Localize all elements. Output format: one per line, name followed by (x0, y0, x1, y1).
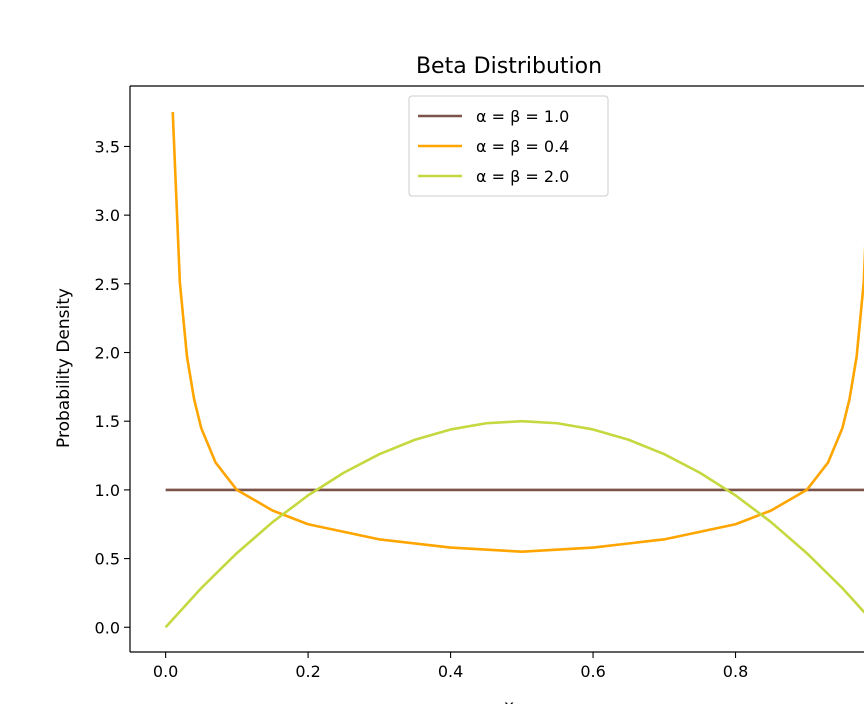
x-tick-label: 0.8 (723, 662, 748, 681)
chart-title: Beta Distribution (416, 54, 602, 79)
legend-label-1: α = β = 1.0 (476, 107, 569, 126)
y-axis-label: Probability Density (54, 288, 74, 448)
y-tick-label: 0.0 (95, 618, 120, 637)
series-line-3 (164, 419, 864, 629)
legend: α = β = 1.0 α = β = 0.4 α = β = 2.0 (408, 95, 609, 197)
y-tick-label: 1.5 (95, 412, 120, 431)
legend-label-3: α = β = 2.0 (476, 167, 569, 186)
y-tick-label: 3.0 (95, 206, 120, 225)
y-tick-label: 0.5 (95, 550, 120, 569)
y-tick-label: 3.5 (95, 137, 120, 156)
y-tick-label: 1.0 (95, 481, 120, 500)
x-tick-label: 0.2 (295, 662, 320, 681)
x-tick-label: 0.4 (438, 662, 463, 681)
series-line-2 (171, 112, 864, 554)
plot-area: 0.00.20.40.60.81.00.00.51.01.52.02.53.03… (95, 85, 864, 681)
y-tick-label: 2.0 (95, 344, 120, 363)
y-tick-label: 2.5 (95, 275, 120, 294)
legend-box (408, 95, 609, 197)
x-tick-label: 0.0 (153, 662, 178, 681)
legend-label-2: α = β = 0.4 (476, 137, 569, 156)
x-tick-label: 0.6 (580, 662, 605, 681)
x-axis-label: x (504, 697, 514, 704)
